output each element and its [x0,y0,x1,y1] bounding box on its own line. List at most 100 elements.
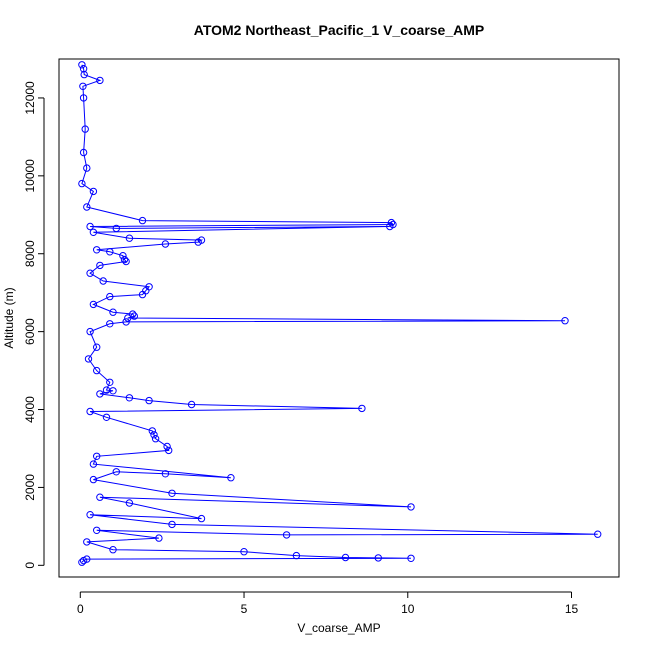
y-axis-label: Altitude (m) [2,287,16,348]
y-tick-label: 0 [23,562,37,569]
data-point [78,558,86,566]
data-point [83,203,91,211]
data-point [106,292,114,301]
data-point [109,546,117,554]
data-point [282,531,291,539]
data-point [79,556,88,565]
data-point [81,125,89,133]
data-point [161,240,170,248]
data-point [594,530,602,538]
data-point [119,252,127,260]
data-point [168,489,176,497]
data-point [407,554,415,562]
data-point [124,314,132,322]
data-point [86,222,94,231]
data-point [96,390,104,398]
y-tick-label: 10000 [23,159,37,193]
x-axis: 0 5 10 15 [77,591,579,616]
data-point [89,187,98,196]
data-point [163,442,171,451]
y-tick-label: 8000 [23,240,37,267]
data-point [129,310,137,318]
x-axis-label: V_coarse_AMP [297,621,380,635]
data-point [106,248,114,256]
data-point [387,218,396,227]
data-point [292,551,301,560]
data-point [86,511,94,519]
data-point [83,538,91,546]
data-point [165,446,173,455]
data-point [106,378,114,386]
data-point [89,460,98,468]
data-point [122,257,130,266]
data-point [79,94,88,102]
data-point [109,387,117,395]
data-point [93,366,101,375]
series-line [81,64,598,563]
data-point [93,452,101,460]
data-point [112,224,121,233]
x-tick-label: 15 [565,602,579,616]
plot-frame [58,58,620,578]
y-tick-label: 2000 [23,474,37,501]
data-point [145,396,153,405]
data-point [138,290,147,299]
data-point [151,435,160,443]
data-point [341,553,350,562]
data-point [125,394,134,402]
x-tick-label: 10 [401,602,415,616]
data-point [240,548,248,556]
data-point [78,61,86,69]
data-point [148,427,157,435]
data-point [86,407,94,416]
data-point [125,499,134,507]
data-point [138,216,147,225]
data-point [96,493,104,501]
y-axis: 0 2000 4000 6000 8000 10000 12000 [23,81,45,569]
data-point [102,413,111,421]
data-point [197,514,206,523]
data-point [80,70,88,79]
data-point [93,526,101,534]
data-point [89,228,98,237]
data-point [125,234,134,242]
data-point [86,269,94,277]
data-point [78,179,86,188]
data-point [79,82,87,91]
data-point [96,261,104,270]
data-point [227,474,235,482]
data-point [83,164,91,172]
data-point [561,317,569,325]
data-point [84,355,93,363]
data-point [93,343,101,351]
data-point [122,318,130,326]
x-tick-label: 5 [241,602,248,616]
data-point [93,246,101,254]
data-point [109,308,117,316]
data-point [187,400,196,409]
data-point [112,468,121,476]
data-point [86,327,94,336]
data-point [407,503,415,511]
data-point [386,222,394,231]
plot-marks [78,61,602,566]
data-point [99,277,107,285]
y-tick-label: 6000 [23,318,37,345]
data-point [374,554,382,562]
data-point [89,475,98,484]
data-point [120,255,129,264]
data-point [358,404,366,413]
data-point [161,470,170,478]
y-tick-label: 12000 [23,81,37,115]
data-point [79,148,88,157]
data-point [150,431,158,439]
data-point [96,76,104,85]
data-point [89,300,98,309]
x-tick-label: 0 [77,602,84,616]
data-point [106,320,114,328]
data-point [130,312,139,320]
data-point [168,520,176,529]
data-point [155,534,163,542]
chart-title: ATOM2 Northeast_Pacific_1 V_coarse_AMP [194,22,485,38]
